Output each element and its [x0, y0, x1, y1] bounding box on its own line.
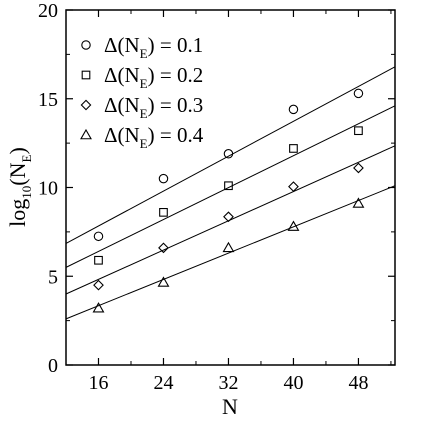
x-tick-label-40: 40	[283, 372, 303, 394]
diamond-marker-3-4	[288, 181, 299, 192]
fit-line-2	[65, 105, 396, 268]
square-marker-2-1	[94, 255, 103, 265]
triangle-marker-4-2	[157, 276, 170, 287]
triangle-marker-4-1	[92, 302, 105, 313]
legend-label-1: Δ(NE) = 0.1	[104, 33, 203, 61]
y-tick-label-10: 10	[38, 178, 58, 200]
triangle-marker-4-5	[352, 197, 365, 208]
diamond-marker-3-2	[158, 242, 169, 254]
diamond-marker-3-5	[353, 162, 364, 174]
legend-diamond-icon	[80, 99, 92, 111]
square-marker-2-4	[289, 144, 298, 153]
diamond-marker-3-3	[223, 211, 234, 223]
circle-marker-1-3	[223, 149, 234, 159]
legend: Δ(NE) = 0.1Δ(NE) = 0.2Δ(NE) = 0.3Δ(NE) =…	[80, 33, 204, 151]
square-marker-2-2	[159, 208, 168, 217]
circle-marker-1-2	[158, 173, 169, 184]
fit-line-1	[65, 66, 396, 244]
tick-labels: 16 24 32 40 48 0 5 10 15 20	[38, 0, 368, 394]
y-tick-label-5: 5	[48, 266, 58, 288]
x-tick-label-16: 16	[88, 372, 108, 394]
fit-line-4	[65, 185, 396, 320]
x-tick-label-48: 48	[348, 372, 368, 394]
circle-marker-1-1	[93, 231, 104, 242]
data-markers	[92, 88, 365, 313]
legend-triangle-icon	[80, 128, 92, 140]
legend-label-2: Δ(NE) = 0.2	[104, 63, 203, 91]
legend-square-icon	[81, 70, 91, 80]
circle-marker-1-5	[353, 88, 364, 99]
circle-marker-1-4	[288, 104, 299, 115]
legend-label-3: Δ(NE) = 0.3	[104, 93, 203, 121]
y-tick-label-0: 0	[48, 355, 58, 377]
triangle-marker-4-3	[222, 241, 235, 253]
square-marker-2-3	[224, 181, 233, 191]
y-tick-label-20: 20	[38, 0, 58, 22]
triangle-marker-4-4	[287, 220, 300, 231]
square-marker-2-5	[354, 126, 363, 136]
y-axis-title: log10(NE)	[5, 147, 34, 227]
x-axis-title: N	[222, 394, 238, 419]
y-tick-label-15: 15	[38, 89, 58, 111]
x-tick-label-24: 24	[153, 372, 173, 394]
legend-label-4: Δ(NE) = 0.4	[104, 123, 204, 151]
x-tick-label-32: 32	[218, 372, 238, 394]
diamond-marker-3-1	[93, 279, 104, 291]
legend-circle-icon	[81, 40, 91, 50]
axis-ticks	[66, 9, 395, 366]
